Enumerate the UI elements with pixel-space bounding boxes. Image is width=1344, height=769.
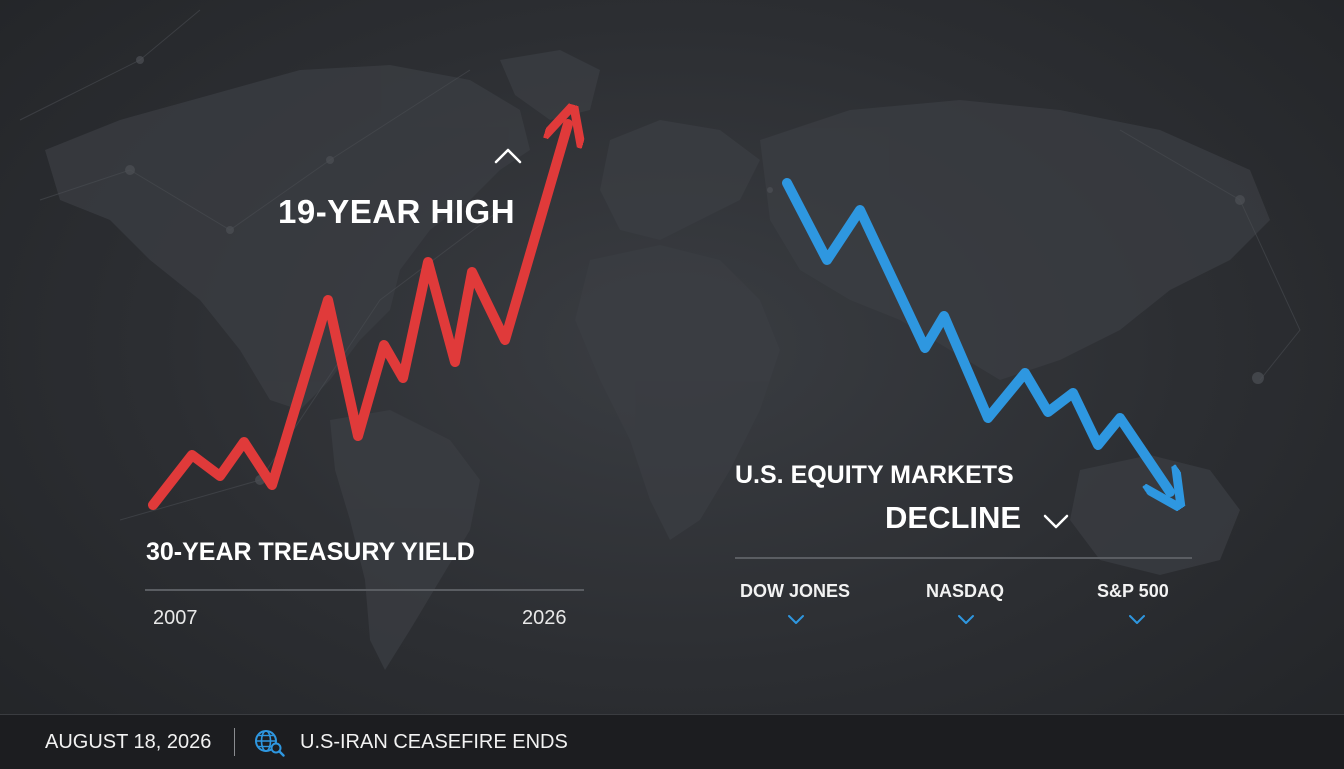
index-sp500: S&P 500 xyxy=(1097,581,1169,601)
globe-search-icon xyxy=(255,730,285,757)
chevron-down-icon xyxy=(788,615,804,624)
chevron-down-icon xyxy=(1129,615,1145,624)
treasury-headline: 19-YEAR HIGH xyxy=(278,193,516,230)
index-dow-jones: DOW JONES xyxy=(740,581,851,601)
start-year: 2007 xyxy=(153,607,198,629)
chevron-up-icon xyxy=(494,148,522,164)
footer-bar: AUGUST 18, 2026 U.S-IRAN CEASEFIRE ENDS xyxy=(0,714,1344,769)
equity-market-line xyxy=(782,178,1170,492)
index-nasdaq: NASDAQ xyxy=(926,581,1005,601)
footer-event: U.S-IRAN CEASEFIRE ENDS xyxy=(300,731,568,753)
footer-date: AUGUST 18, 2026 xyxy=(45,731,212,753)
equity-headline: DECLINE xyxy=(885,500,1022,535)
treasury-yield-line xyxy=(148,124,568,510)
footer-divider xyxy=(234,728,235,756)
chevron-down-icon xyxy=(958,615,974,624)
decline-chevron-icon xyxy=(1043,514,1069,529)
treasury-label: 30-YEAR TREASURY YIELD xyxy=(146,538,475,566)
end-year: 2026 xyxy=(522,607,567,629)
equity-title: U.S. EQUITY MARKETS xyxy=(735,461,1014,489)
